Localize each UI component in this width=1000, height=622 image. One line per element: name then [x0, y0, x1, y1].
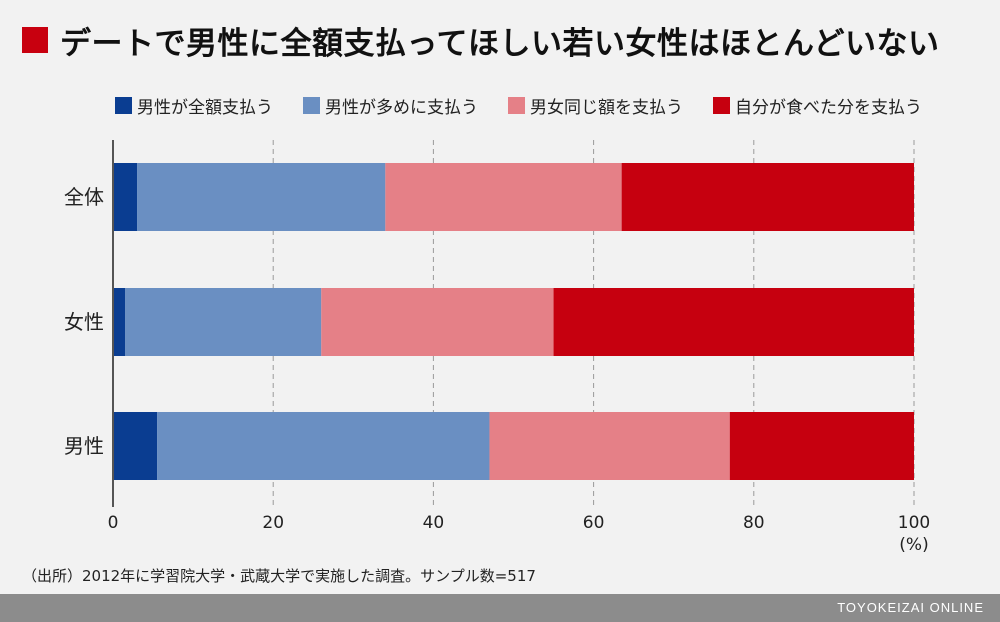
category-label: 全体: [64, 185, 104, 209]
title-marker: [22, 27, 48, 53]
bar-segment: [137, 163, 386, 231]
bar-segment: [385, 163, 622, 231]
legend-swatch: [713, 96, 730, 114]
bar-segment: [621, 163, 914, 231]
bar-segment: [157, 412, 490, 480]
source-note: （出所）2012年に学習院大学・武蔵大学で実施した調査。サンプル数=517: [22, 567, 536, 585]
legend-swatch: [303, 96, 320, 114]
legend-label: 男女同じ額を支払う: [530, 97, 683, 118]
legend: 男性が全額支払う 男性が多めに支払う 男女同じ額を支払う 自分が食べた分を支払う: [115, 92, 952, 118]
legend-item-full-pay: 男性が全額支払う: [115, 93, 273, 118]
x-tick-label: 80: [743, 513, 765, 533]
legend-item-equal-pay: 男女同じ額を支払う: [508, 93, 683, 118]
legend-label: 男性が多めに支払う: [325, 97, 478, 118]
bar-segment: [113, 288, 126, 356]
x-tick-label: 100: [898, 513, 930, 533]
bar-segment: [321, 288, 554, 356]
bar-segment: [729, 412, 914, 480]
bar-segment: [113, 163, 138, 231]
brand-logo-text: TOYOKEIZAI ONLINE: [837, 600, 984, 615]
legend-swatch: [508, 96, 525, 114]
x-tick-label: 60: [583, 513, 605, 533]
bar-segment: [489, 412, 730, 480]
legend-label: 自分が食べた分を支払う: [735, 97, 922, 118]
legend-item-own-pay: 自分が食べた分を支払う: [713, 93, 922, 118]
legend-label: 男性が全額支払う: [137, 97, 273, 118]
legend-item-more-pay: 男性が多めに支払う: [303, 93, 478, 118]
x-tick-label: 0: [108, 513, 119, 533]
bar-segment: [125, 288, 322, 356]
legend-swatch: [115, 96, 132, 114]
category-label: 女性: [64, 310, 104, 334]
x-unit-label: (%): [899, 535, 928, 555]
chart-title: デートで男性に全額支払ってほしい若い女性はほとんどいない: [60, 25, 940, 62]
x-tick-label: 20: [262, 513, 284, 533]
bar-segment: [113, 412, 158, 480]
x-tick-label: 40: [423, 513, 445, 533]
footer-bar: TOYOKEIZAI ONLINE: [0, 594, 1000, 622]
bar-segment: [553, 288, 914, 356]
category-label: 男性: [64, 434, 104, 458]
title-block: デートで男性に全額支払ってほしい若い女性はほとんどいない: [22, 18, 940, 62]
